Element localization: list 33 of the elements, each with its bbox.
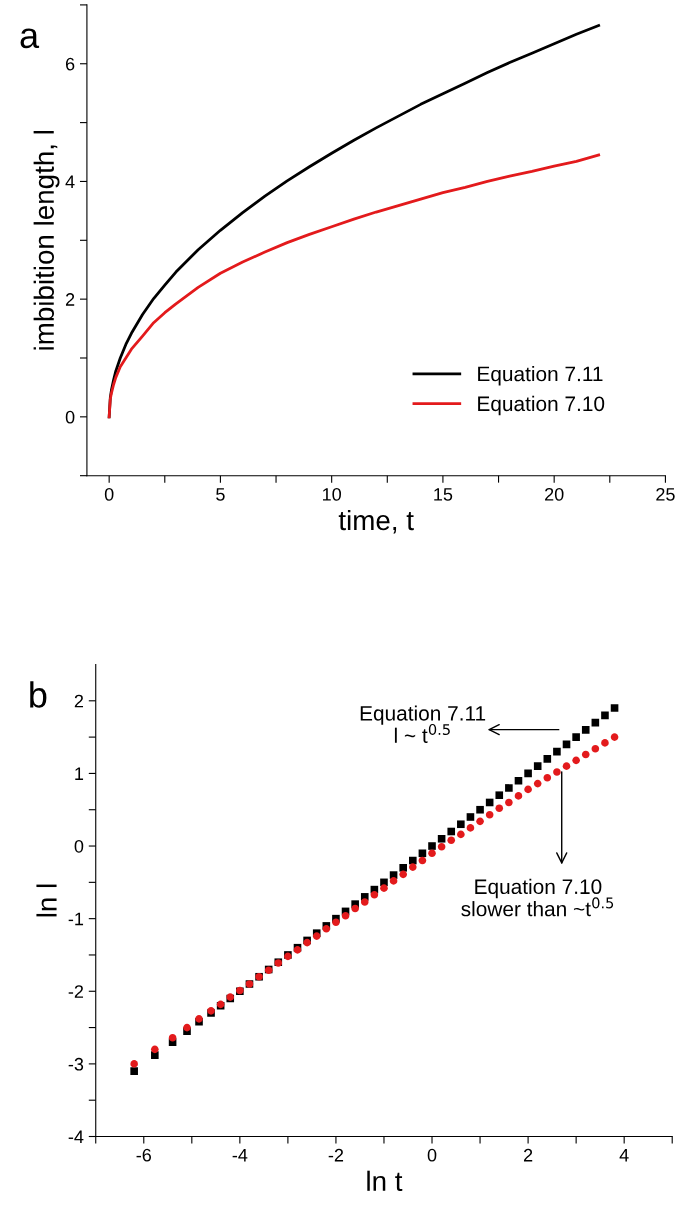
x-axis-title: ln t — [367, 1170, 403, 1192]
annotation: Equation 7.11 l ~ t$^{0.5}$ — [360, 705, 486, 743]
x-tick-label: 25 — [656, 487, 675, 501]
y-tick-label: -1 — [68, 912, 84, 926]
x-axis-title: time, t — [338, 509, 414, 534]
x-tick-label: -4 — [232, 1148, 248, 1162]
y-axis-title: imbibition length, l — [33, 130, 60, 350]
y-tick-label: 1 — [75, 767, 84, 780]
x-tick-label: 0 — [427, 1148, 437, 1162]
x-tick-label: 10 — [323, 487, 341, 501]
x-tick-label: 0 — [104, 487, 114, 501]
legend-label: Equation 7.11 — [478, 366, 603, 386]
y-tick-label: 0 — [74, 839, 84, 853]
x-tick-label: 4 — [619, 1148, 629, 1162]
y-tick-label: -2 — [68, 985, 84, 998]
x-tick-label: -2 — [328, 1148, 344, 1162]
x-tick-label: 2 — [523, 1148, 533, 1162]
y-axis-title: ln l — [36, 884, 57, 917]
y-tick-label: 6 — [65, 57, 75, 71]
text: b — [30, 681, 47, 708]
annotation: Equation 7.10 slower than ~t$^{0.5}$ — [461, 878, 614, 917]
legend-label: Equation 7.10 — [478, 395, 605, 416]
y-tick-label: 4 — [65, 175, 75, 188]
y-tick-label: -4 — [68, 1130, 84, 1144]
y-tick-label: 2 — [74, 694, 84, 708]
y-tick-label: 0 — [65, 410, 75, 424]
y-tick-label: 2 — [65, 293, 75, 306]
x-tick-label: 20 — [545, 487, 564, 501]
text: a — [20, 28, 40, 49]
x-tick-label: 15 — [434, 488, 453, 501]
x-tick-label: 5 — [216, 488, 225, 501]
y-tick-label: -3 — [68, 1057, 84, 1071]
x-tick-label: -6 — [136, 1148, 152, 1162]
